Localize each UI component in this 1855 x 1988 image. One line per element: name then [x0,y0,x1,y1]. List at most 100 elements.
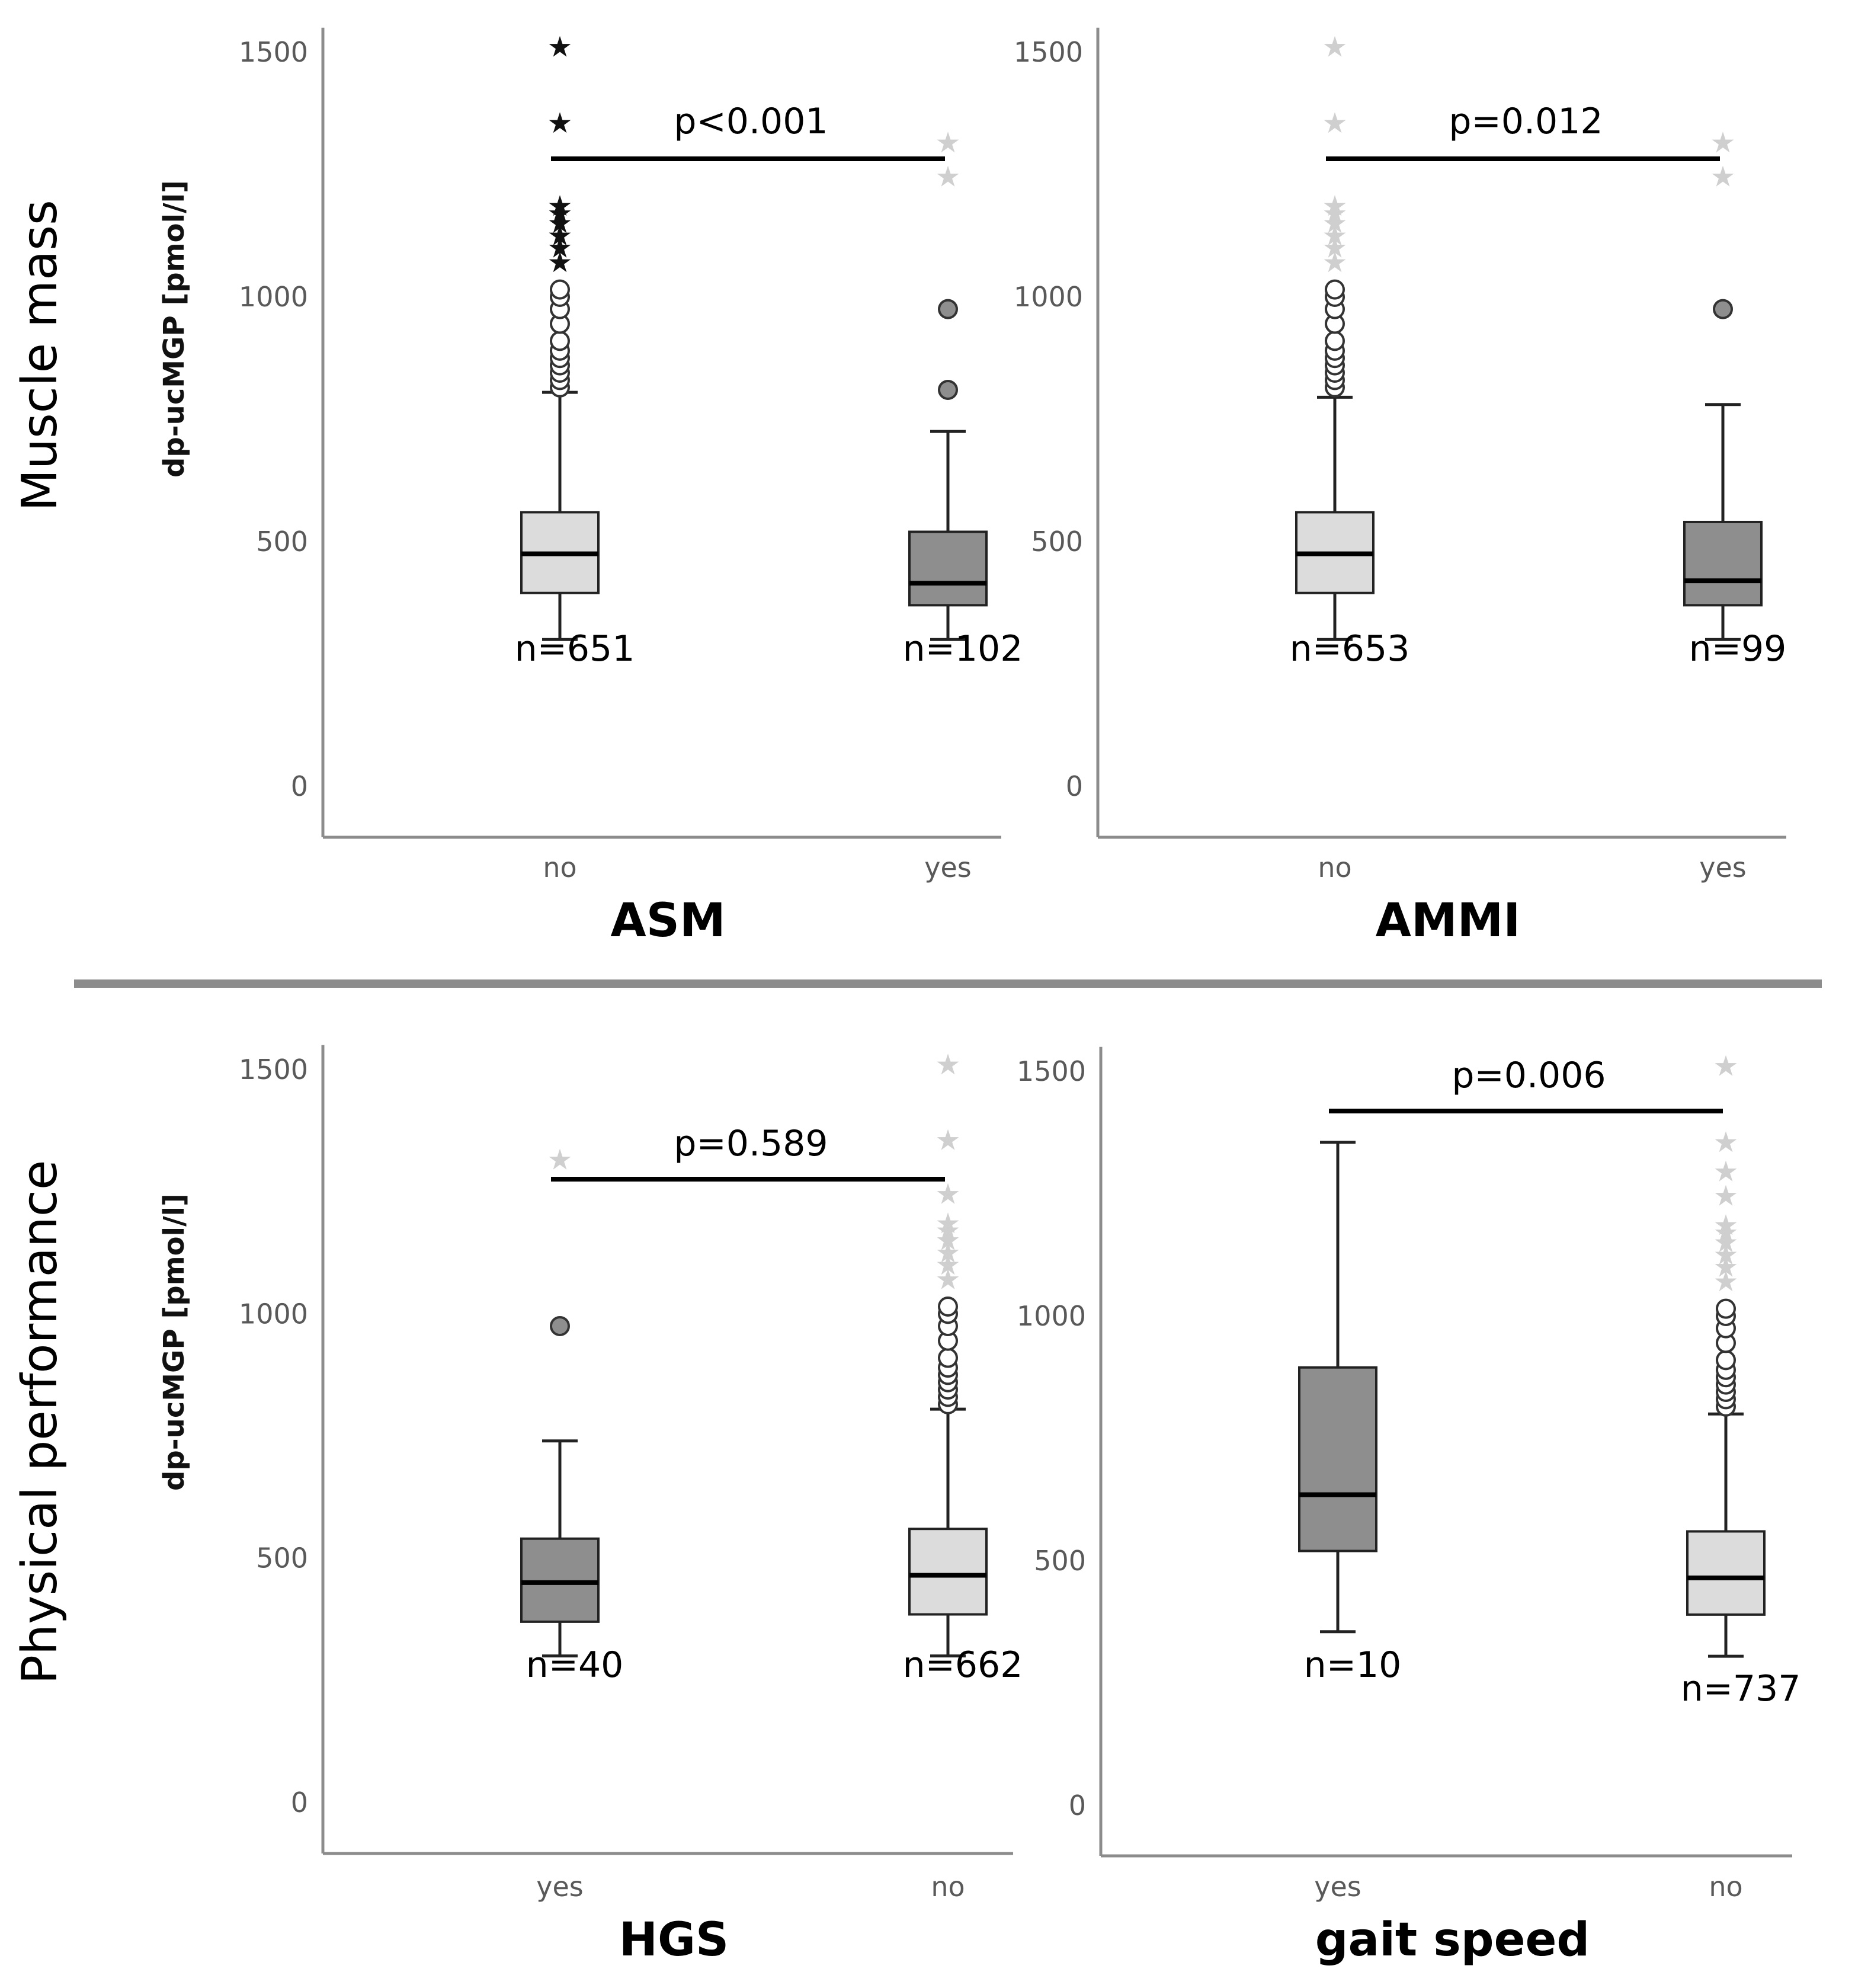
chart-title: gait speed [1315,1913,1590,1967]
x-category-label-no: no [931,1871,965,1903]
y-axis-label: dp-ucMGP [pmol/l] [158,1193,191,1491]
n-label: n=99 [1689,628,1787,670]
y-tick-label: 1500 [239,36,308,68]
box-iqr [1683,520,1763,607]
outlier-point [1716,1350,1736,1371]
row-title-physical-performance: Physical performance [12,1160,68,1685]
extreme-outlier-point: ★ [1322,197,1347,231]
outlier-point [938,379,958,400]
outlier-point [1713,299,1733,319]
n-label: n=102 [903,628,1023,670]
extreme-outlier-point: ★ [1322,246,1347,279]
extreme-outlier-point: ★ [1322,207,1347,240]
p-value-label: p<0.001 [674,101,828,142]
extreme-outlier-point: ★ [547,231,572,264]
y-tick-label: 500 [256,526,308,558]
outlier-point [550,279,570,300]
extreme-outlier-point: ★ [1713,1180,1738,1213]
outlier-point [1716,1298,1736,1319]
n-label: n=737 [1681,1668,1801,1710]
box-group-yes: n=10 [1298,1141,1402,1686]
extreme-outlier-point: ★ [547,246,572,279]
p-value-label: p=0.589 [674,1123,828,1164]
y-tick-label: 0 [1066,770,1083,802]
y-tick-label: 1500 [239,1054,308,1086]
n-label: n=662 [903,1644,1023,1686]
outlier-point [550,1315,570,1336]
extreme-outlier-point: ★ [1713,1217,1738,1250]
row-title-muscle-mass: Muscle mass [12,200,68,511]
y-axis-label: dp-ucMGP [pmol/l] [158,180,191,478]
box-iqr [1686,1530,1766,1616]
p-value-label: p=0.006 [1452,1055,1606,1096]
extreme-outlier-point: ★ [1322,231,1347,264]
extreme-outlier-point: ★ [935,1048,960,1081]
box-group-yes: ★ n=40 [520,1144,624,1686]
box-iqr [908,1528,988,1616]
y-tick-label: 0 [291,770,308,802]
extreme-outlier-point: ★ [935,126,960,159]
extreme-outlier-point: ★ [1713,1209,1738,1242]
extreme-outlier-point: ★ [547,190,572,223]
outlier-point [938,1347,958,1368]
box-group-yes: ★★ n=102 [903,126,1023,670]
n-label: n=651 [515,628,635,670]
extreme-outlier-point: ★ [547,219,572,252]
extreme-outlier-point: ★ [1322,190,1347,223]
extreme-outlier-point: ★ [1710,161,1735,194]
outlier-point [1325,279,1345,300]
extreme-outlier-point: ★ [547,1144,572,1177]
y-tick-label: 500 [1034,1545,1086,1577]
box-iqr [908,530,988,607]
outlier-point [550,331,570,351]
extreme-outlier-point: ★ [935,1224,960,1257]
extreme-outlier-point: ★ [1322,107,1347,140]
box-group-no: ★★★★★★★★n=651 [515,31,635,670]
extreme-outlier-point: ★ [935,1214,960,1247]
y-tick-label: 500 [1031,526,1083,558]
extreme-outlier-point: ★ [547,197,572,231]
n-label: n=40 [526,1644,624,1686]
outlier-point [938,299,958,319]
box-group-yes: ★★ n=99 [1683,126,1787,670]
x-category-label-no: no [1709,1871,1742,1903]
x-category-label-no: no [543,851,576,883]
extreme-outlier-point: ★ [1713,1265,1738,1298]
x-category-label-yes: yes [1699,851,1747,883]
extreme-outlier-point: ★ [935,1177,960,1211]
extreme-outlier-point: ★ [547,107,572,140]
box-group-no: ★★★★★★★★n=653 [1290,31,1410,670]
chart-title: AMMI [1376,894,1521,947]
y-tick-label: 1000 [1017,1300,1086,1332]
y-tick-label: 1000 [239,1298,308,1330]
extreme-outlier-point: ★ [547,31,572,64]
extreme-outlier-point: ★ [1710,126,1735,159]
box-iqr [520,1537,600,1623]
x-category-label-yes: yes [1314,1871,1361,1903]
n-label: n=653 [1290,628,1410,670]
y-tick-label: 0 [1069,1789,1086,1821]
extreme-outlier-point: ★ [1713,1050,1738,1083]
x-category-label-yes: yes [536,1871,584,1903]
extreme-outlier-point: ★ [1322,31,1347,64]
chart-panel-hgs: 0 500 1000 1500 dp-ucMGP [pmol/l] yes no HGS ★ n=… [158,1045,1023,1967]
extreme-outlier-point: ★ [1322,219,1347,252]
y-tick-label: 500 [256,1542,308,1574]
chart-title: HGS [619,1913,729,1967]
extreme-outlier-point: ★ [1713,1155,1738,1188]
extreme-outlier-point: ★ [935,1124,960,1157]
outlier-point [938,1296,958,1317]
box-group-no: ★★★★★★★★★★n=737 [1681,1050,1801,1710]
y-tick-label: 0 [291,1787,308,1819]
extreme-outlier-point: ★ [935,1207,960,1240]
extreme-outlier-point: ★ [1713,1226,1738,1259]
n-label: n=10 [1304,1644,1402,1686]
extreme-outlier-point: ★ [935,1236,960,1269]
extreme-outlier-point: ★ [1713,1126,1738,1159]
extreme-outlier-point: ★ [935,161,960,194]
